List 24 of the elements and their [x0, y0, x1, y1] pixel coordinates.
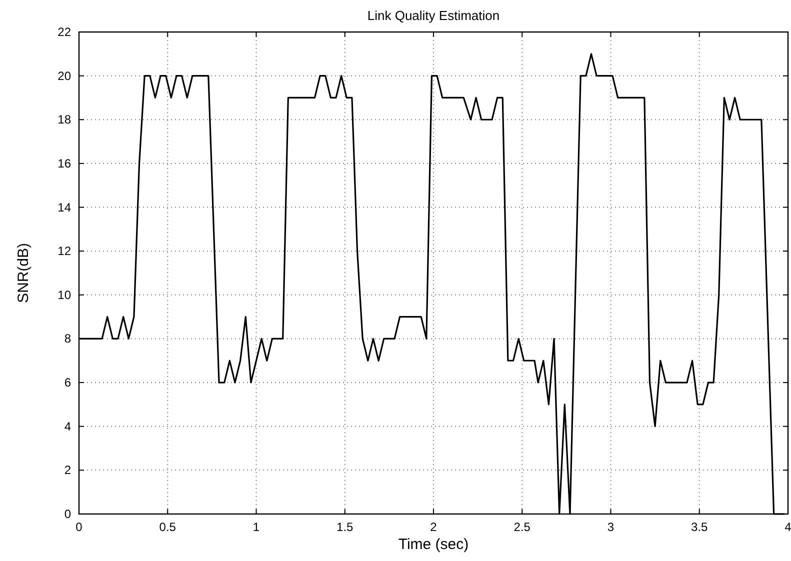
x-tick-label: 3.5: [691, 520, 708, 534]
y-tick-label: 4: [64, 419, 72, 434]
x-tick-label: 0.5: [159, 520, 176, 534]
y-axis-title: SNR(dB): [15, 242, 32, 304]
x-tick-label: 0: [76, 520, 83, 534]
y-tick-label: 8: [64, 332, 72, 346]
x-tick-label: 1.5: [336, 520, 354, 534]
x-tick-label: 3: [607, 520, 614, 534]
y-tick-label: 12: [58, 244, 72, 258]
y-tick-label: 6: [64, 376, 72, 390]
x-tick-label: 4: [784, 520, 791, 534]
x-tick-label: 2: [430, 520, 438, 534]
y-tick-label: 10: [58, 288, 72, 302]
y-tick-label: 22: [58, 25, 72, 39]
x-tick-label: 2.5: [514, 520, 531, 534]
x-axis-title: Time (sec): [398, 536, 469, 553]
chart-title: Link Quality Estimation: [367, 8, 500, 23]
y-tick-label: 18: [58, 112, 72, 127]
y-tick-label: 2: [64, 463, 72, 478]
y-tick-label: 0: [64, 507, 72, 521]
y-tick-label: 20: [58, 68, 72, 83]
y-tick-label: 16: [58, 156, 72, 170]
y-tick-label: 14: [58, 200, 72, 214]
x-tick-label: 1: [252, 520, 260, 534]
